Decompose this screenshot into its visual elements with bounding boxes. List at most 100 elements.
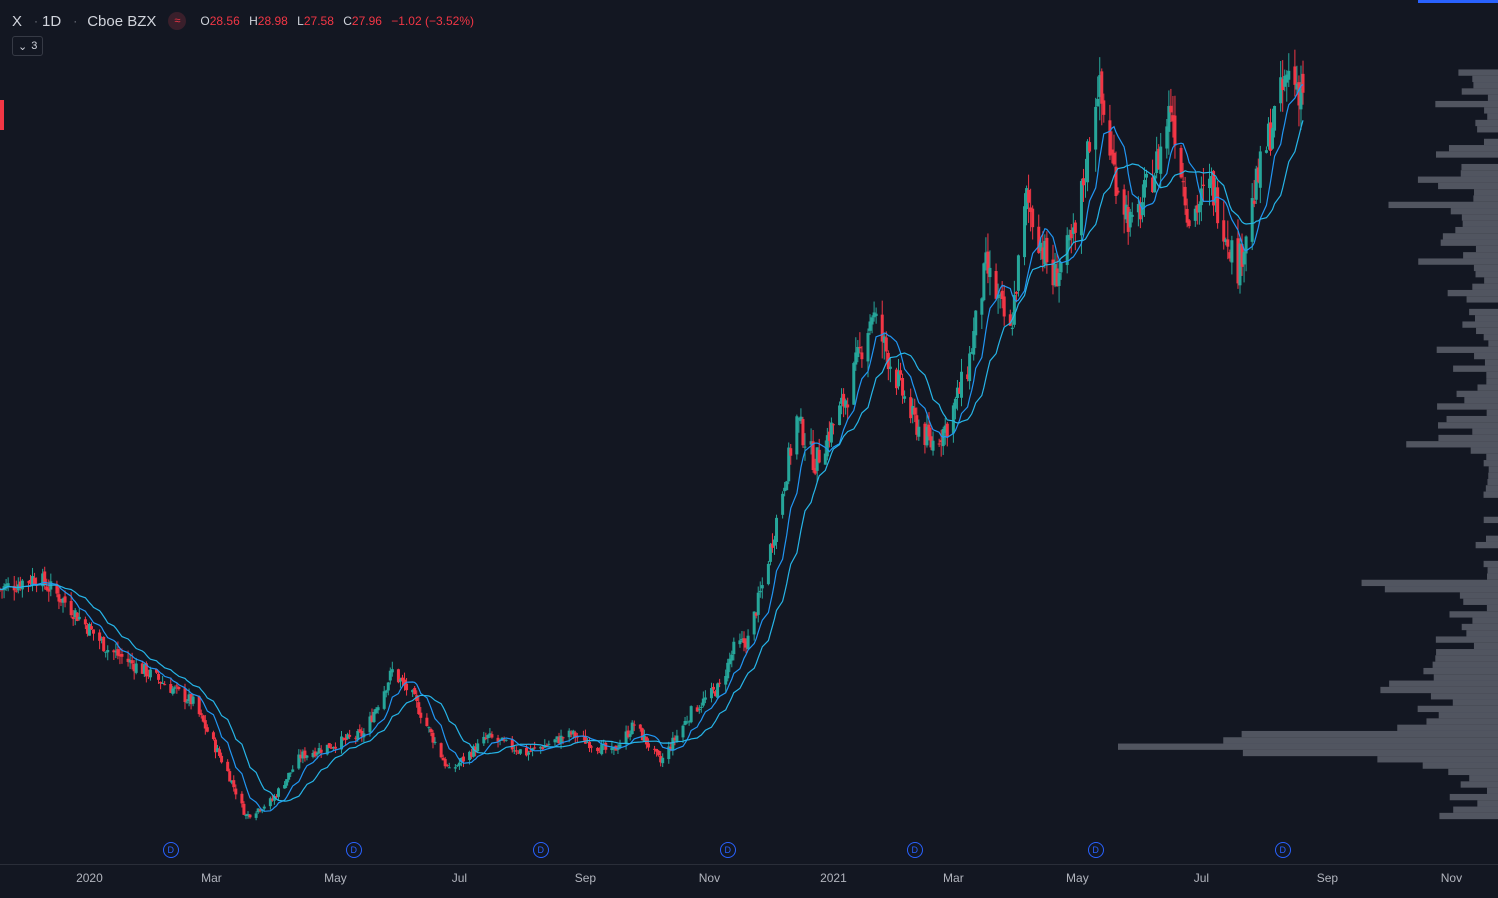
dividend-marker[interactable]: D xyxy=(162,842,179,858)
candle-body xyxy=(386,682,390,691)
dividend-marker[interactable]: D xyxy=(532,842,549,858)
candle-body xyxy=(726,662,730,679)
candle-body xyxy=(872,312,876,318)
candle-body xyxy=(671,737,675,751)
candle-body xyxy=(1110,149,1114,155)
candle-body xyxy=(140,663,144,674)
candle-body xyxy=(4,584,8,589)
x-tick-label: Nov xyxy=(1440,871,1463,885)
candle-body xyxy=(870,317,874,325)
candle-body xyxy=(287,772,291,780)
candle-body xyxy=(161,682,165,684)
candle-body xyxy=(1157,148,1161,170)
volume-profile-bar xyxy=(1423,667,1498,675)
candle-body xyxy=(994,271,998,299)
candle-body xyxy=(1230,240,1234,263)
candle-body xyxy=(384,690,388,693)
candle-body xyxy=(797,418,801,420)
dividend-marker[interactable]: D xyxy=(906,842,923,858)
candle-body xyxy=(1029,207,1033,212)
candle-body xyxy=(518,749,522,754)
candle-body xyxy=(461,756,465,762)
candle-body xyxy=(697,708,701,711)
volume-profile-bar xyxy=(1487,478,1498,486)
candle-body xyxy=(539,746,543,749)
time-axis[interactable]: 2020 Mar May Jul Sep Nov 2021 Mar May Jul Sep Nov xyxy=(0,864,1498,898)
candle-body xyxy=(624,731,628,744)
x-tick-label: Sep xyxy=(574,871,597,885)
candle-body xyxy=(669,746,673,750)
candle-body xyxy=(799,416,803,422)
candle-body xyxy=(474,746,478,753)
moving-average-slow-line xyxy=(0,120,1304,802)
volume-profile-bar xyxy=(1450,208,1498,215)
candle-body xyxy=(1002,296,1006,317)
candle-body xyxy=(376,707,380,711)
candle-body xyxy=(801,419,805,446)
volume-profile-bar xyxy=(1380,686,1498,694)
candle-body xyxy=(931,440,935,451)
candle-body xyxy=(640,728,644,741)
volume-profile-bar xyxy=(1473,195,1498,202)
candle-body xyxy=(583,735,587,744)
candle-body xyxy=(1053,263,1057,286)
candle-body xyxy=(675,735,679,742)
timeframe-label[interactable]: 1D xyxy=(42,12,62,30)
candle-body xyxy=(1252,200,1256,204)
candle-body xyxy=(57,594,61,602)
candle-body xyxy=(728,658,732,665)
volume-profile-bar xyxy=(1453,806,1498,813)
candle-body xyxy=(1088,142,1092,152)
candle-body xyxy=(827,431,831,441)
volume-profile-bar xyxy=(1472,283,1498,290)
candle-body xyxy=(45,586,49,590)
candle-body xyxy=(1185,208,1189,223)
candle-body xyxy=(529,750,533,752)
candle-body xyxy=(852,363,856,405)
volume-profile-bar xyxy=(1486,409,1498,416)
dividend-marker[interactable]: D xyxy=(1274,842,1291,858)
candle-body xyxy=(360,730,364,737)
dividend-marker[interactable]: D xyxy=(345,842,362,858)
volume-profile-bar xyxy=(1486,787,1498,794)
candle-body xyxy=(92,629,96,634)
change-value: −1.02 (−3.52%) xyxy=(391,14,475,28)
candle-body xyxy=(218,749,222,756)
candle-body xyxy=(880,314,884,342)
volume-profile-bar xyxy=(1438,712,1498,719)
candle-body xyxy=(490,734,494,738)
candle-body xyxy=(541,747,545,750)
symbol-name[interactable]: X xyxy=(12,12,23,30)
candle-body xyxy=(901,377,905,396)
volume-profile-bar xyxy=(1469,308,1498,316)
dividend-marker[interactable]: D xyxy=(719,842,736,858)
candle-body xyxy=(701,698,705,706)
close-value: 27.96 xyxy=(351,14,382,28)
dividend-marker[interactable]: D xyxy=(1087,842,1104,858)
candle-body xyxy=(598,751,602,753)
separator-dot: · xyxy=(34,14,39,28)
candle-body xyxy=(569,731,573,735)
volume-profile-bar xyxy=(1485,485,1498,492)
candle-body xyxy=(630,722,634,735)
candle-body xyxy=(655,748,659,752)
candle-body xyxy=(1238,243,1242,286)
candle-body xyxy=(945,423,949,438)
candle-body xyxy=(724,675,728,685)
volume-profile-bar xyxy=(1377,756,1498,763)
x-tick-label: 2021 xyxy=(820,871,847,885)
candle-body xyxy=(712,686,716,690)
volume-profile-bar xyxy=(1488,472,1498,479)
candle-body xyxy=(917,426,921,437)
candle-body xyxy=(943,425,947,433)
candle-body xyxy=(1210,176,1214,185)
volume-profile-bar xyxy=(1486,371,1498,379)
studies-toggle-button[interactable]: ⌄ 3 xyxy=(12,36,44,56)
candle-body xyxy=(484,738,488,740)
wave-icon[interactable]: ≈ xyxy=(168,12,187,30)
volume-profile-bar xyxy=(1460,781,1498,788)
candle-body xyxy=(687,721,691,723)
candle-body xyxy=(860,352,864,360)
candle-body xyxy=(775,517,779,542)
